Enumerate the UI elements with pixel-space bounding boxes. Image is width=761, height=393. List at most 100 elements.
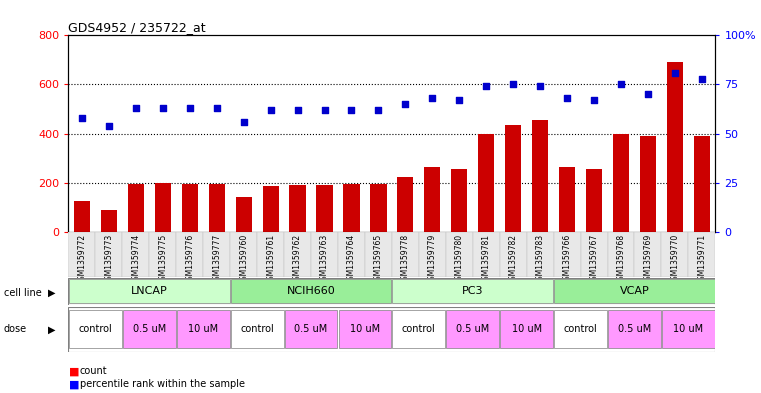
Text: GSM1359776: GSM1359776	[185, 234, 194, 285]
Bar	[339, 310, 391, 348]
Bar	[478, 134, 495, 232]
Text: GSM1359771: GSM1359771	[697, 234, 706, 285]
Text: count: count	[80, 366, 107, 376]
Point	[130, 105, 142, 111]
Text: dose: dose	[4, 324, 27, 334]
Text: ▶: ▶	[48, 324, 56, 334]
Bar	[209, 184, 224, 232]
Bar	[392, 232, 419, 277]
Bar	[311, 232, 338, 277]
Bar	[95, 232, 123, 277]
Bar	[586, 169, 602, 232]
Point	[507, 81, 519, 88]
Bar	[559, 167, 575, 232]
Point	[561, 95, 573, 101]
Bar	[500, 232, 527, 277]
Bar	[527, 232, 553, 277]
Bar	[532, 120, 548, 232]
Point	[426, 95, 438, 101]
Point	[400, 101, 412, 107]
Point	[642, 91, 654, 97]
Point	[372, 107, 384, 113]
Bar	[128, 184, 144, 232]
Bar	[613, 134, 629, 232]
Bar	[554, 310, 607, 348]
Bar	[74, 201, 90, 232]
Bar	[257, 232, 284, 277]
Bar	[689, 232, 715, 277]
Text: GSM1359783: GSM1359783	[536, 234, 545, 285]
Bar	[231, 279, 391, 303]
Text: GSM1359770: GSM1359770	[670, 234, 680, 285]
Text: GSM1359762: GSM1359762	[293, 234, 302, 285]
Bar	[231, 310, 284, 348]
Bar	[371, 184, 387, 232]
Text: ■: ■	[68, 379, 79, 389]
Bar	[661, 232, 689, 277]
Point	[265, 107, 277, 113]
Text: ▶: ▶	[48, 288, 56, 298]
Text: LNCAP: LNCAP	[131, 286, 167, 296]
Bar	[393, 310, 445, 348]
Bar	[343, 184, 359, 232]
Bar	[123, 310, 176, 348]
Text: 10 uM: 10 uM	[673, 324, 703, 334]
Bar	[263, 186, 279, 232]
Bar	[667, 62, 683, 232]
Bar	[230, 232, 257, 277]
Text: 10 uM: 10 uM	[511, 324, 542, 334]
Text: GSM1359761: GSM1359761	[266, 234, 275, 285]
Bar	[285, 310, 337, 348]
Point	[211, 105, 223, 111]
Bar	[289, 185, 306, 232]
Bar	[500, 310, 553, 348]
Text: cell line: cell line	[4, 288, 42, 298]
Text: GSM1359781: GSM1359781	[482, 234, 491, 285]
Bar	[182, 184, 198, 232]
Text: PC3: PC3	[462, 286, 483, 296]
Text: GSM1359764: GSM1359764	[347, 234, 356, 285]
Point	[318, 107, 330, 113]
Bar	[553, 232, 581, 277]
Bar	[154, 183, 171, 232]
Text: GSM1359760: GSM1359760	[239, 234, 248, 285]
Point	[345, 107, 358, 113]
Text: VCAP: VCAP	[619, 286, 649, 296]
Text: NCIH660: NCIH660	[287, 286, 336, 296]
Bar	[607, 232, 635, 277]
Text: control: control	[240, 324, 274, 334]
Text: GSM1359779: GSM1359779	[428, 234, 437, 285]
Text: control: control	[564, 324, 597, 334]
Point	[76, 115, 88, 121]
Text: GSM1359765: GSM1359765	[374, 234, 383, 285]
Point	[183, 105, 196, 111]
Text: GSM1359768: GSM1359768	[616, 234, 626, 285]
Point	[696, 75, 708, 82]
Text: 10 uM: 10 uM	[350, 324, 380, 334]
Text: 0.5 uM: 0.5 uM	[132, 324, 166, 334]
Text: 0.5 uM: 0.5 uM	[456, 324, 489, 334]
Bar	[69, 279, 230, 303]
Text: GSM1359775: GSM1359775	[158, 234, 167, 285]
Text: GSM1359780: GSM1359780	[455, 234, 463, 285]
Point	[615, 81, 627, 88]
Bar	[694, 136, 710, 232]
Text: GSM1359766: GSM1359766	[562, 234, 572, 285]
Text: GSM1359772: GSM1359772	[78, 234, 87, 285]
Bar	[69, 310, 122, 348]
Text: 10 uM: 10 uM	[188, 324, 218, 334]
Bar	[424, 167, 441, 232]
Bar	[505, 125, 521, 232]
Bar	[393, 279, 553, 303]
Bar	[635, 232, 661, 277]
Bar	[446, 232, 473, 277]
Bar	[236, 197, 252, 232]
Text: control: control	[402, 324, 436, 334]
Bar	[554, 279, 715, 303]
Bar	[149, 232, 177, 277]
Text: GSM1359763: GSM1359763	[320, 234, 329, 285]
Text: GSM1359777: GSM1359777	[212, 234, 221, 285]
Point	[103, 123, 115, 129]
Bar	[397, 176, 413, 232]
Bar	[317, 185, 333, 232]
